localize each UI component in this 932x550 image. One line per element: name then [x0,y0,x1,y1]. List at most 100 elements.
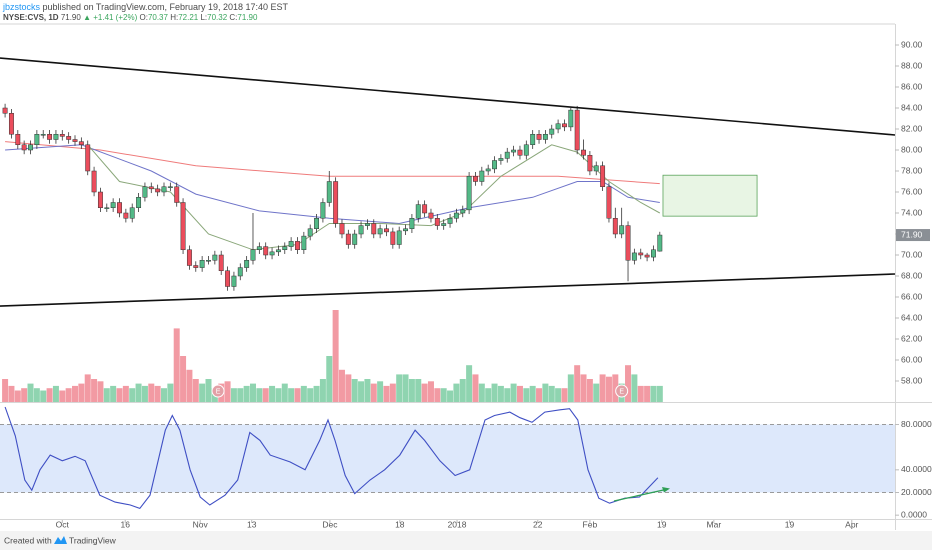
candle-body [15,134,21,145]
candle-body [225,270,231,287]
candle-body [606,186,612,219]
earnings-marker [615,384,629,398]
volume-bar [154,385,161,402]
x-tick-label: 16 [120,519,130,529]
y-tick-label: 68.00 [901,270,923,280]
candle-body [612,218,618,235]
candle-body [638,252,644,256]
y-tick-label: 64.00 [901,312,923,322]
y-tick-label: 74.00 [901,207,923,217]
author: jbzstocks [2,2,41,12]
volume-bar [319,379,326,402]
volume-bar [415,379,422,402]
candle-body [600,165,606,187]
candle-body [466,176,472,211]
candle-body [562,123,567,128]
ohlc-value: 71.90 [237,13,258,22]
y-tick-label: 84.00 [901,102,923,112]
volume-bar [72,385,79,402]
candle-body [59,134,65,137]
candle-body [441,223,447,226]
candle-body [148,186,154,190]
candle-body [498,158,504,161]
ohlc-value: 70.32 [207,13,228,22]
volume-bar [377,381,384,402]
candle-body [167,186,173,188]
volume-bar [561,388,568,402]
candle-body [180,202,186,250]
candle-body [244,260,250,268]
volume-bar [408,379,415,402]
y-tick-label: 86.00 [901,81,923,91]
candle-body [72,139,78,142]
candle-body [485,168,491,172]
volume-bar [332,310,339,402]
candle-body [504,151,510,159]
candle-body [523,144,529,156]
candle-body [333,181,339,224]
volume-bar [243,385,250,402]
candle-body [275,249,281,253]
volume-bar [338,369,345,402]
candle-body [269,251,275,256]
candle-body [396,230,402,245]
volume-bar [389,383,396,402]
y-tick-label: 80.00 [901,144,923,154]
volume-bar [52,385,59,402]
volume-bar [65,388,72,402]
candle-body [85,144,91,172]
x-tick-label: Dec [322,519,338,529]
volume-bar [345,374,352,402]
moving-average [5,144,660,225]
volume-bar [205,379,212,402]
candle-body [517,149,523,156]
volume-bar [497,385,504,402]
candle-body [574,109,580,151]
volume-bar [605,376,612,402]
candle-body [326,181,332,203]
candle-body [136,197,142,208]
y-tick-label: 88.00 [901,60,923,70]
candle-body [129,207,135,219]
volume-bar [593,383,600,402]
volume-bar [396,374,403,402]
volume-bar [116,388,123,402]
earnings-marker [211,384,225,398]
volume-bar [580,374,587,402]
candle-body [53,134,59,140]
volume-bar [237,388,244,402]
symbol: NYSE:CVS, 1D [3,13,59,22]
candle-body [104,207,110,209]
volume-bar [351,379,358,402]
volume-bar [249,383,256,402]
candle-body [384,228,389,233]
ohlc-value: 72.21 [178,13,199,22]
candle-body [110,202,116,208]
volume-bar [466,365,473,402]
candle-body [288,241,294,247]
candle-body [422,204,428,214]
candle-body [625,225,631,261]
volume-bar [555,388,562,402]
earnings-label: E [216,388,221,395]
volume-bar [358,381,365,402]
footer-brand[interactable]: TradingView [69,535,117,545]
volume-bar [288,388,295,402]
volume-bar [97,381,104,402]
candle-body [644,254,650,258]
candle-body [593,165,599,172]
volume-bar [447,390,454,402]
candle-body [339,223,345,235]
osc-tick-label: 20.0000 [901,487,932,497]
candle-body [492,160,497,170]
volume-bar [459,379,466,402]
volume-bar [2,379,9,402]
candle-body [345,233,351,245]
candle-body [282,246,288,251]
candle-body [78,141,84,146]
last-price-box [896,229,930,242]
candle-body [631,252,637,261]
candle-body [447,218,453,224]
